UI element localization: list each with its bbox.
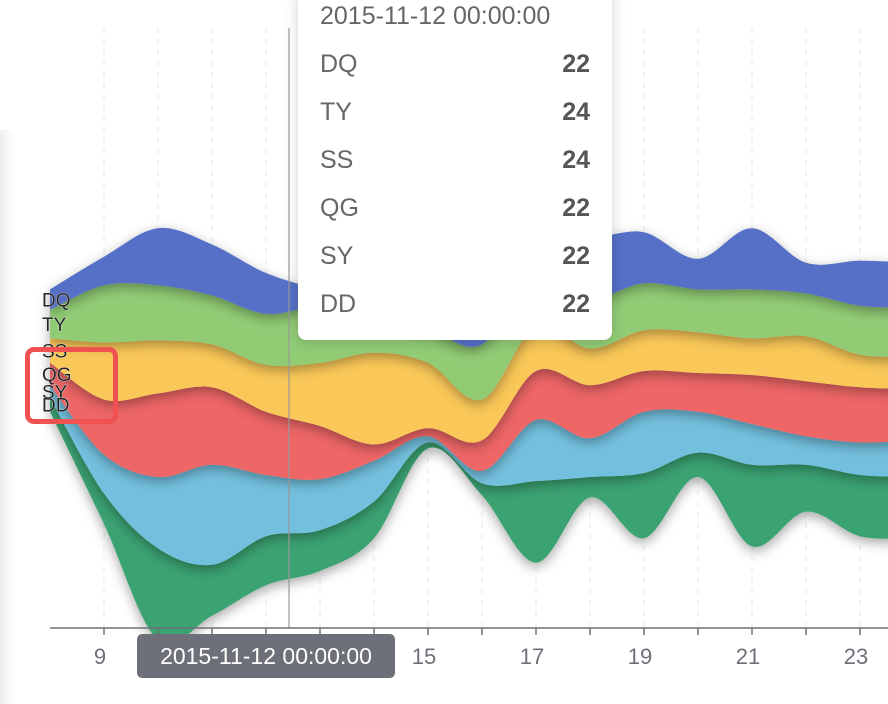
tooltip-title: 2015-11-12 00:00:00 — [320, 2, 551, 30]
label-highlight-box — [25, 347, 118, 424]
x-tick-label: 21 — [736, 644, 760, 669]
series-label-dd: DD — [42, 396, 69, 417]
series-label-ty: TY — [42, 315, 67, 336]
tooltip-row-dq: DQ 22 — [320, 50, 590, 80]
series-label-qg: QG — [42, 365, 72, 386]
tooltip-row-value: 24 — [562, 146, 590, 174]
x-axis: 9 15 17 19 21 23 — [50, 627, 888, 669]
x-tick-label: 9 — [94, 644, 106, 669]
band-sy[interactable] — [50, 385, 888, 566]
tooltip-row-value: 22 — [562, 50, 590, 78]
tooltip-row-value: 22 — [562, 194, 590, 222]
tooltip-row-name: TY — [320, 98, 352, 126]
x-tick-label: 19 — [628, 644, 652, 669]
x-tick-label: 15 — [412, 644, 436, 669]
tooltip: 2015-11-12 00:00:00 DQ 22 TY 24 SS 24 QG… — [298, 0, 612, 340]
tooltip-row-ss: SS 24 — [320, 146, 590, 176]
x-tick-label: 23 — [844, 644, 868, 669]
band-ty[interactable] — [50, 269, 888, 401]
series-label-dq: DQ — [42, 291, 71, 312]
x-tick-label: 17 — [520, 644, 544, 669]
series-label-ss: SS — [42, 342, 67, 363]
tooltip-row-value: 22 — [562, 242, 590, 270]
axis-pointer-label: 2015-11-12 00:00:00 — [137, 634, 395, 678]
tooltip-row-name: SY — [320, 242, 354, 270]
tooltip-row-ty: TY 24 — [320, 98, 590, 128]
series-label-sy: SY — [42, 382, 68, 403]
band-dd[interactable] — [50, 397, 888, 645]
band-ss[interactable] — [50, 324, 888, 445]
tooltip-row-qg: QG 22 — [320, 194, 590, 224]
tooltip-row-value: 22 — [562, 290, 590, 318]
tooltip-row-dd: DD 22 — [320, 290, 590, 320]
left-panel-shade — [0, 130, 14, 704]
tooltip-row-value: 24 — [562, 98, 590, 126]
tooltip-row-sy: SY 22 — [320, 242, 590, 272]
band-qg[interactable] — [50, 362, 888, 480]
tooltip-row-name: QG — [320, 194, 359, 222]
tooltip-row-name: SS — [320, 146, 354, 174]
tooltip-row-name: DQ — [320, 50, 358, 78]
tooltip-row-name: DD — [320, 290, 357, 318]
